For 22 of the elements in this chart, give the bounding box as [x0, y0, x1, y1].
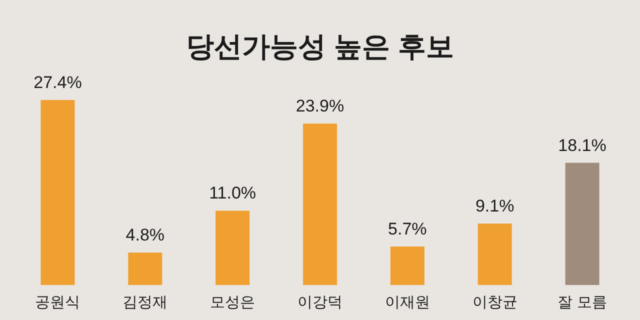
x-tick-label: 이강덕: [298, 294, 342, 311]
data-label: 4.8%: [126, 226, 165, 245]
data-label: 27.4%: [34, 73, 82, 92]
chart-title: 당선가능성 높은 후보: [186, 31, 454, 62]
x-tick-label: 이재원: [384, 294, 430, 311]
data-label: 5.7%: [388, 220, 427, 239]
x-tick-label: 공원식: [35, 294, 80, 311]
data-label: 23.9%: [296, 96, 344, 116]
bar: [565, 162, 600, 285]
data-label: 18.1%: [558, 136, 606, 155]
x-tick-label: 이창균: [472, 294, 518, 311]
bar: [128, 252, 162, 285]
x-tick-label: 잘 모름: [558, 294, 607, 311]
bar: [478, 224, 512, 285]
bar: [390, 246, 424, 285]
bar: [216, 210, 250, 285]
data-label: 11.0%: [209, 184, 256, 203]
x-tick-label: 모성은: [210, 294, 256, 311]
x-tick-label: 김정재: [122, 294, 168, 311]
data-label: 9.1%: [475, 196, 514, 216]
bar: [40, 100, 75, 285]
bar: [303, 124, 337, 285]
